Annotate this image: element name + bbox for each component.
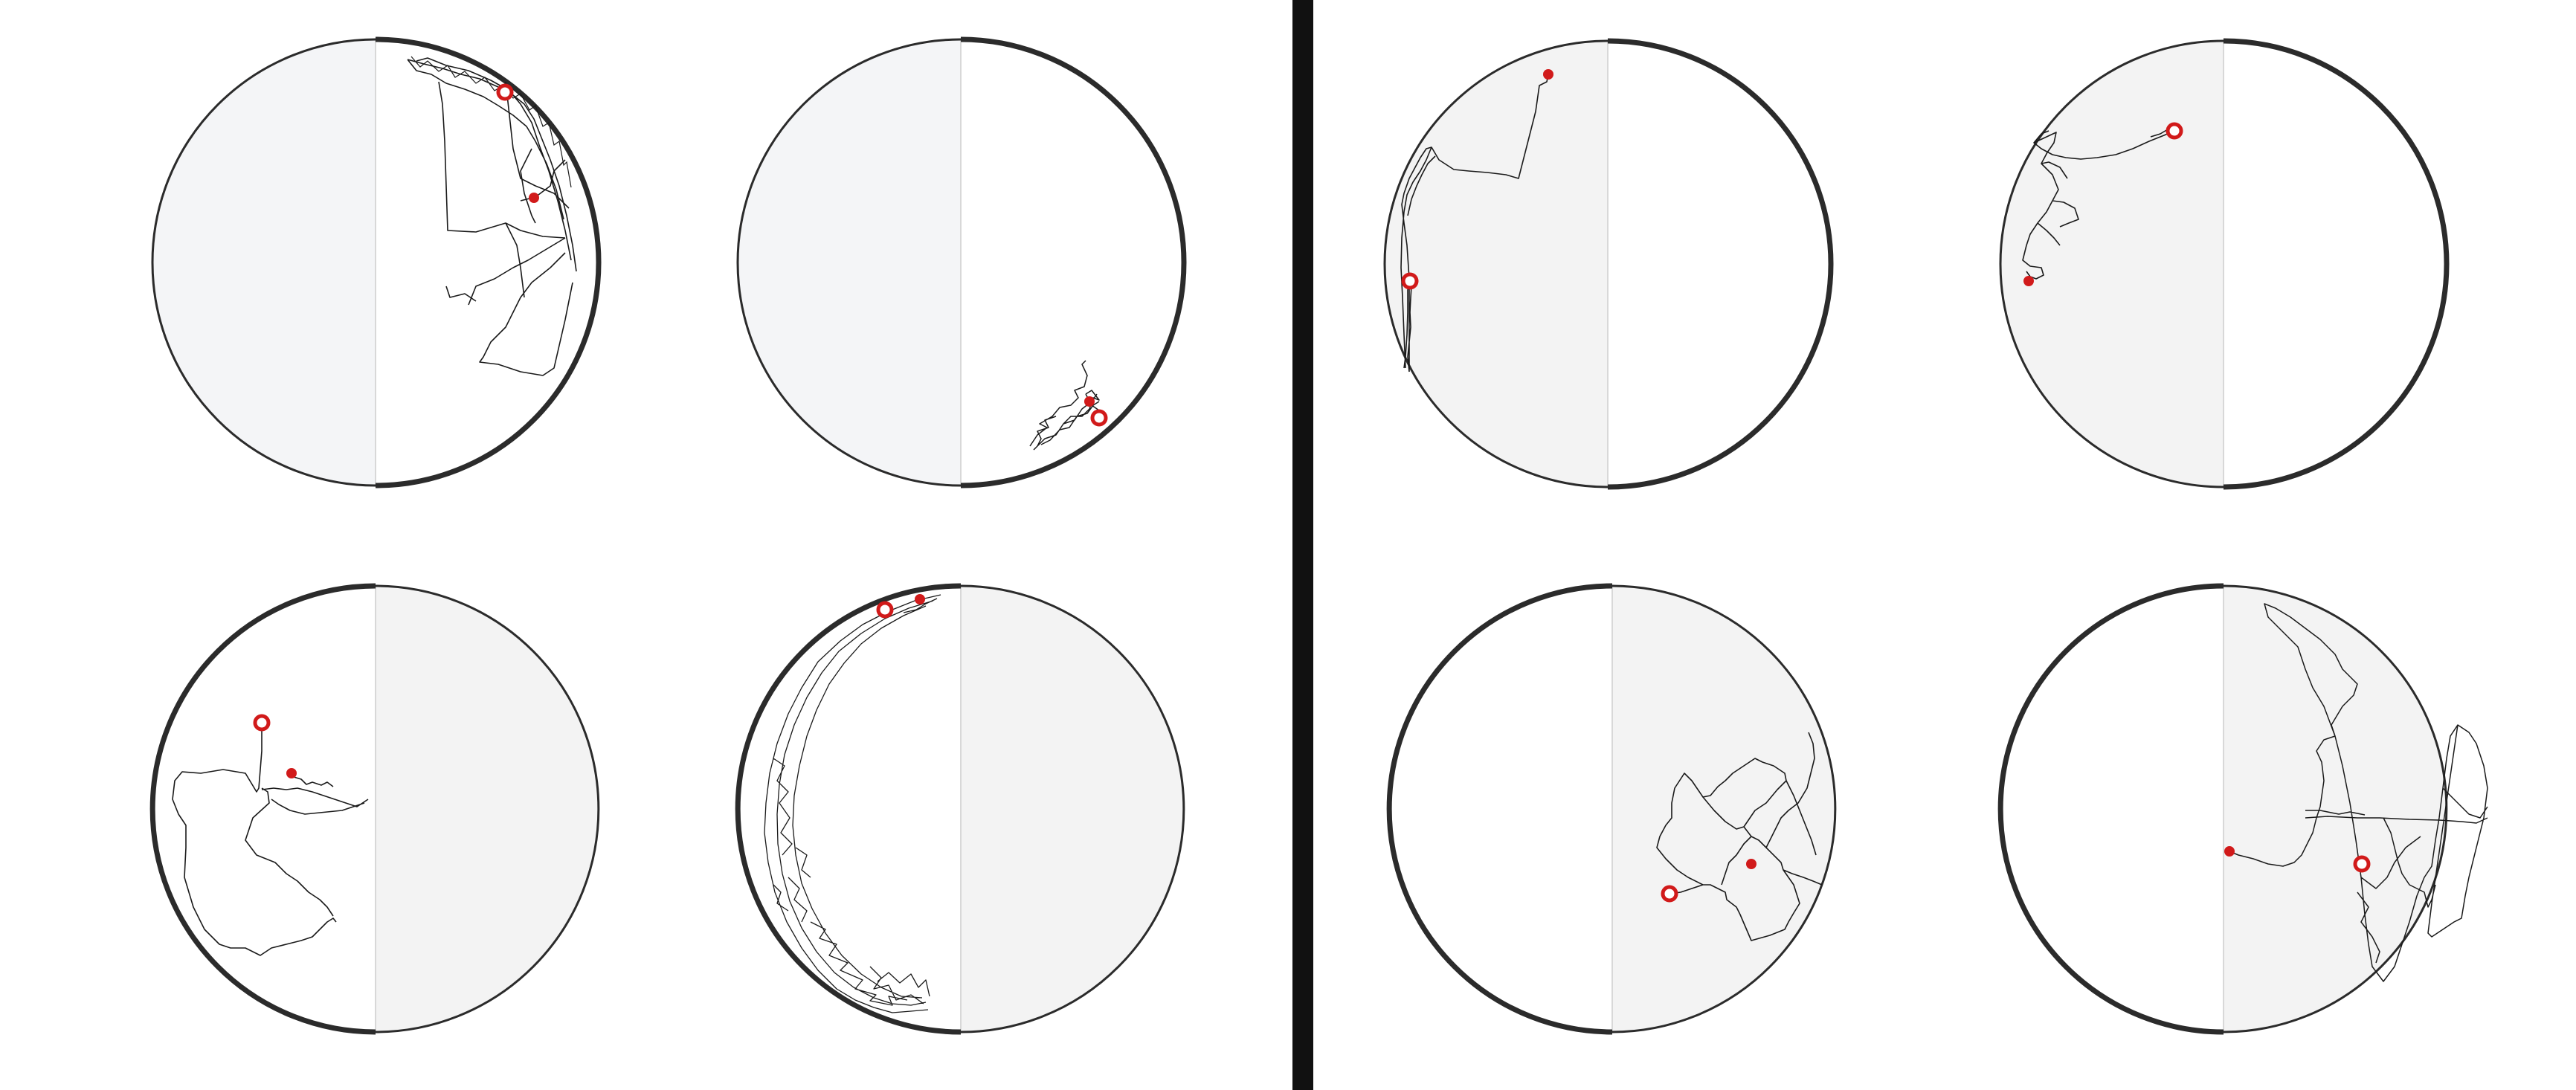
trajectory-path [172, 723, 369, 956]
trajectory-path [2229, 603, 2488, 982]
arena-panel-7 [1386, 583, 1837, 1035]
arena-outline-thick [1607, 38, 1834, 490]
trajectory-path [2022, 129, 2175, 280]
arena-outline-thick [1386, 583, 1613, 1035]
end-marker [2224, 846, 2235, 857]
start-marker [876, 601, 894, 619]
trajectory-path [764, 594, 941, 1013]
shaded-half [1612, 586, 1835, 1032]
start-marker [1090, 409, 1108, 427]
end-marker [286, 768, 297, 778]
arena-outline [736, 38, 962, 487]
arena-outline-thick [1997, 583, 2224, 1035]
shaded-half [2224, 586, 2447, 1032]
arena-outline-thick [2223, 38, 2450, 490]
start-marker [1661, 885, 1678, 903]
arena-outline [1611, 584, 1837, 1033]
arena-outline [1999, 39, 2224, 488]
start-marker [1401, 272, 1419, 290]
end-marker [1543, 69, 1553, 80]
end-marker [2023, 276, 2034, 286]
arena-panel-1 [151, 36, 602, 488]
arena-panel-8 [1997, 583, 2488, 1035]
trajectory-path [1656, 732, 1823, 941]
end-marker [1746, 859, 1756, 869]
arena-outline [375, 584, 600, 1033]
arena-panel-2 [736, 36, 1187, 488]
end-marker [529, 193, 539, 203]
group-divider-bar [1292, 0, 1313, 1090]
arena-outline-thick [735, 583, 962, 1035]
arena-panel-4 [735, 583, 1185, 1035]
arena-panel-3 [149, 583, 600, 1035]
shaded-half [961, 586, 1184, 1032]
trajectory-path [1400, 74, 1549, 373]
shaded-half [1385, 41, 1608, 487]
arena-panel-6 [1999, 38, 2450, 490]
arena-outline [960, 584, 1185, 1033]
shaded-half [738, 39, 961, 486]
shaded-half [376, 586, 599, 1032]
shaded-half [152, 39, 376, 486]
start-marker [253, 714, 271, 732]
trajectory-path [1029, 360, 1105, 451]
shaded-half [2000, 41, 2224, 487]
arena-panel-5 [1383, 38, 1834, 490]
arena-outline [2223, 584, 2448, 1033]
start-marker [496, 83, 514, 101]
arena-outline-thick [149, 583, 376, 1035]
end-marker [1084, 396, 1095, 407]
arena-outline-thick [960, 36, 1187, 488]
end-marker [915, 594, 925, 604]
start-marker [2353, 855, 2371, 873]
arena-outline [151, 38, 376, 487]
arena-outline [1383, 39, 1609, 488]
trajectory-path [407, 57, 577, 376]
arena-outline-thick [375, 36, 602, 488]
start-marker [2166, 122, 2183, 140]
